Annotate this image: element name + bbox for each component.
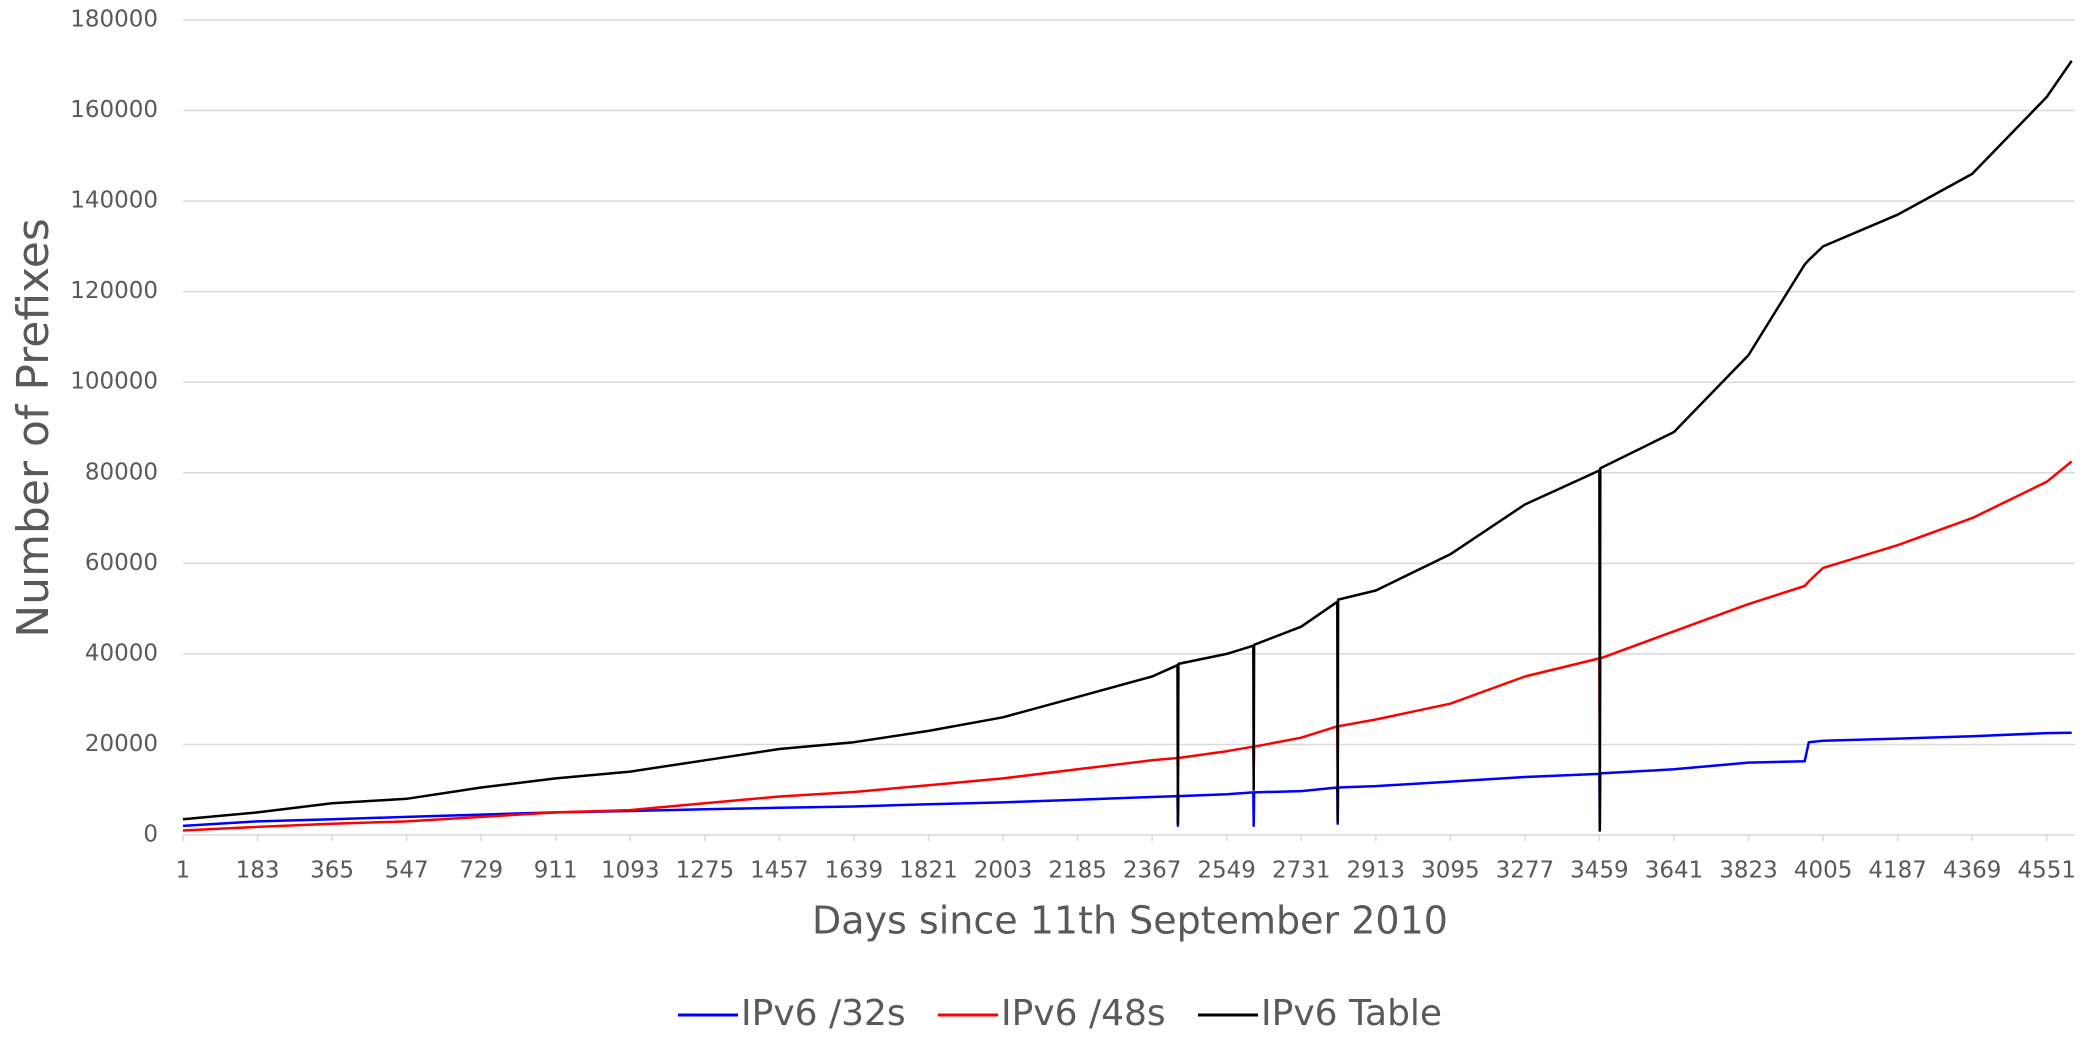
series-line — [182, 60, 2073, 832]
x-tick-label: 729 — [459, 858, 503, 884]
legend-label: IPv6 Table — [1261, 993, 1442, 1033]
x-tick-label: 4551 — [2017, 858, 2076, 884]
x-tick-label: 1093 — [601, 858, 660, 884]
x-tick-label: 1821 — [899, 858, 958, 884]
legend-label: IPv6 /32s — [741, 993, 906, 1033]
x-tick-label: 4005 — [1794, 858, 1853, 884]
x-tick-label: 2185 — [1048, 858, 1107, 884]
x-tick-label: 3095 — [1421, 858, 1480, 884]
x-tick-label: 1457 — [750, 858, 809, 884]
y-tick-label: 60000 — [85, 550, 158, 576]
x-tick-label: 2003 — [974, 858, 1033, 884]
y-tick-label: 40000 — [85, 640, 158, 666]
y-tick-label: 80000 — [85, 459, 158, 485]
x-tick-label: 3459 — [1570, 858, 1629, 884]
series-line — [182, 460, 2073, 832]
x-tick-label: 3641 — [1645, 858, 1704, 884]
x-tick-label: 547 — [385, 858, 429, 884]
x-tick-label: 2731 — [1272, 858, 1331, 884]
series-line — [182, 731, 2072, 832]
x-tick-label: 2913 — [1347, 858, 1406, 884]
y-tick-label: 160000 — [70, 97, 158, 123]
x-tick-label: 4369 — [1943, 858, 2002, 884]
x-tick-label: 365 — [310, 858, 354, 884]
x-tick-label: 3823 — [1719, 858, 1778, 884]
x-tick-label: 2367 — [1123, 858, 1182, 884]
x-tick-label: 911 — [534, 858, 578, 884]
x-tick-label: 3277 — [1496, 858, 1555, 884]
x-tick-label: 4187 — [1868, 858, 1927, 884]
y-tick-label: 180000 — [70, 7, 158, 33]
x-tick-label: 183 — [236, 858, 280, 884]
y-axis-title: Number of Prefixes — [8, 218, 59, 637]
x-tick-label: 1639 — [825, 858, 884, 884]
x-tick-label: 1275 — [676, 858, 735, 884]
y-tick-label: 0 — [143, 822, 158, 848]
x-tick-label: 1 — [176, 858, 191, 884]
y-tick-label: 100000 — [70, 369, 158, 395]
x-axis-title: Days since 11th September 2010 — [812, 899, 1448, 943]
y-tick-label: 120000 — [70, 278, 158, 304]
y-tick-label: 20000 — [85, 731, 158, 757]
x-tick-label: 2549 — [1197, 858, 1256, 884]
legend-label: IPv6 /48s — [1001, 993, 1166, 1033]
y-tick-label: 140000 — [70, 188, 158, 214]
